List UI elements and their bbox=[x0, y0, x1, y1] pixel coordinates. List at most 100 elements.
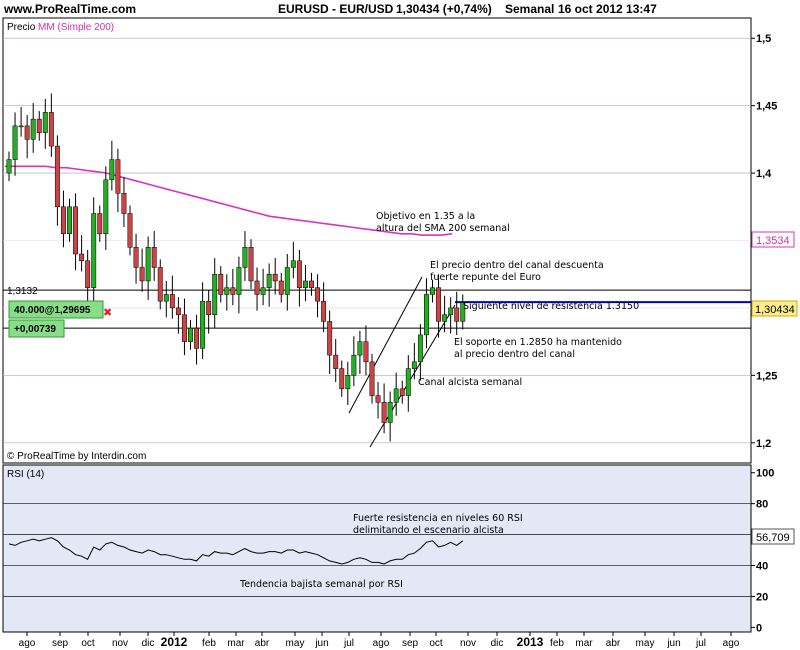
level-label: 1,3132 bbox=[7, 286, 38, 297]
price-change: 1,30434 (+0,74%) bbox=[396, 2, 492, 16]
annotation-objetivo-2: altura del SMA 200 semanal bbox=[376, 223, 510, 234]
x-month-label: sep bbox=[402, 638, 419, 649]
candle bbox=[393, 372, 399, 416]
candle bbox=[157, 259, 163, 310]
candle bbox=[375, 382, 381, 419]
legend-precio: Precio bbox=[7, 22, 36, 33]
x-month-label: dic bbox=[142, 638, 155, 649]
candle bbox=[67, 198, 72, 242]
candle bbox=[151, 231, 157, 281]
candle bbox=[48, 93, 54, 157]
candle bbox=[417, 324, 423, 381]
price-tick-label: 1,25 bbox=[756, 370, 777, 382]
candle bbox=[121, 177, 127, 228]
last-price-tag: 1,30434 bbox=[751, 300, 798, 317]
sma-price-tag: 1,3534 bbox=[751, 231, 795, 248]
x-month-label: ago bbox=[373, 638, 390, 649]
candle bbox=[369, 353, 375, 404]
x-month-label: jun bbox=[314, 638, 328, 649]
candle bbox=[169, 275, 175, 319]
annotation-soporte-1: El soporte en 1.2850 ha mantenido bbox=[454, 337, 622, 348]
position-pnl: +0,00739 bbox=[14, 324, 56, 335]
candle bbox=[339, 360, 345, 397]
x-month-label: nov bbox=[112, 638, 128, 649]
candle bbox=[61, 190, 66, 248]
price-grid bbox=[3, 37, 751, 444]
candle bbox=[30, 102, 36, 153]
x-month-label: abr bbox=[606, 638, 621, 649]
credit: © ProRealTime by Interdin.com bbox=[7, 451, 146, 462]
price-axis: 1,5 1,45 1,4 1,25 1,2 bbox=[751, 33, 777, 450]
x-year-label: 2012 bbox=[161, 635, 188, 649]
candle bbox=[387, 391, 393, 442]
candle bbox=[133, 233, 139, 284]
price-levels bbox=[3, 289, 751, 329]
rsi-tick-label: 0 bbox=[756, 622, 762, 634]
close-position-icon[interactable]: ✖ bbox=[103, 307, 112, 319]
candle bbox=[200, 282, 206, 360]
candle bbox=[42, 98, 48, 149]
annotation-rsi-1: Fuerte resistencia en niveles 60 RSI bbox=[353, 513, 523, 524]
x-month-label: dic bbox=[491, 638, 504, 649]
candle bbox=[424, 278, 429, 349]
position-box[interactable]: 40.000@1,29695 +0,00739 ✖ bbox=[8, 300, 112, 338]
candle bbox=[357, 330, 363, 374]
candle bbox=[381, 383, 387, 434]
candle bbox=[18, 107, 24, 137]
candle bbox=[363, 325, 369, 376]
header-bar bbox=[0, 0, 800, 18]
rsi-value-tag: 56,709 bbox=[751, 528, 795, 545]
candle bbox=[454, 291, 460, 335]
rsi-value: 56,709 bbox=[756, 532, 790, 544]
candle bbox=[127, 205, 133, 256]
candle bbox=[405, 355, 411, 412]
candle bbox=[345, 361, 351, 406]
x-month-label: ago bbox=[19, 638, 36, 649]
x-month-label: mar bbox=[575, 638, 593, 649]
candle bbox=[54, 135, 60, 226]
candle bbox=[194, 314, 200, 365]
candle bbox=[36, 111, 42, 141]
candle bbox=[248, 239, 254, 290]
candle bbox=[260, 268, 266, 306]
x-month-label: may bbox=[636, 638, 655, 649]
site-name: www.ProRealTime.com bbox=[3, 2, 136, 16]
rsi-tick-label: 80 bbox=[756, 499, 768, 511]
rsi-panel bbox=[2, 464, 752, 633]
x-month-label: oct bbox=[429, 638, 443, 649]
candle bbox=[182, 298, 187, 356]
annotation-objetivo-1: Objetivo en 1.35 a la bbox=[376, 211, 475, 222]
x-month-label: jul bbox=[695, 638, 706, 649]
x-month-label: may bbox=[286, 638, 305, 649]
annotation-soporte-2: al precio dentro del canal bbox=[454, 349, 575, 360]
candle bbox=[448, 297, 454, 334]
candle bbox=[139, 248, 145, 292]
candle bbox=[85, 249, 91, 307]
annotation-rsi-tendencia: Tendencia bajista semanal por RSI bbox=[239, 579, 403, 590]
sma-200-line bbox=[5, 165, 453, 236]
rsi-title: RSI (14) bbox=[7, 469, 44, 480]
candle bbox=[188, 320, 193, 350]
candle bbox=[266, 263, 272, 307]
candle bbox=[272, 258, 278, 295]
annotation-canal-1: El precio dentro del canal descuenta bbox=[430, 260, 604, 271]
rsi-tick-label: 40 bbox=[756, 561, 768, 573]
candle bbox=[278, 272, 284, 303]
candle bbox=[290, 241, 296, 279]
x-month-label: abr bbox=[255, 638, 270, 649]
rsi-grid bbox=[3, 503, 751, 597]
annotation-canal-2: fuerte repunte del Euro bbox=[430, 272, 541, 283]
candle bbox=[236, 256, 242, 314]
candle bbox=[6, 151, 12, 182]
candle bbox=[321, 282, 327, 333]
annotation-rsi-2: delimitando el escenario alcista bbox=[353, 525, 504, 536]
candles bbox=[6, 93, 466, 442]
position-qty-box[interactable] bbox=[8, 300, 104, 319]
candle bbox=[309, 272, 314, 296]
candle bbox=[284, 253, 290, 311]
candle bbox=[351, 336, 357, 387]
candle bbox=[12, 112, 18, 176]
position-pnl-box bbox=[8, 319, 65, 338]
candle bbox=[224, 274, 230, 311]
candle bbox=[212, 258, 218, 329]
